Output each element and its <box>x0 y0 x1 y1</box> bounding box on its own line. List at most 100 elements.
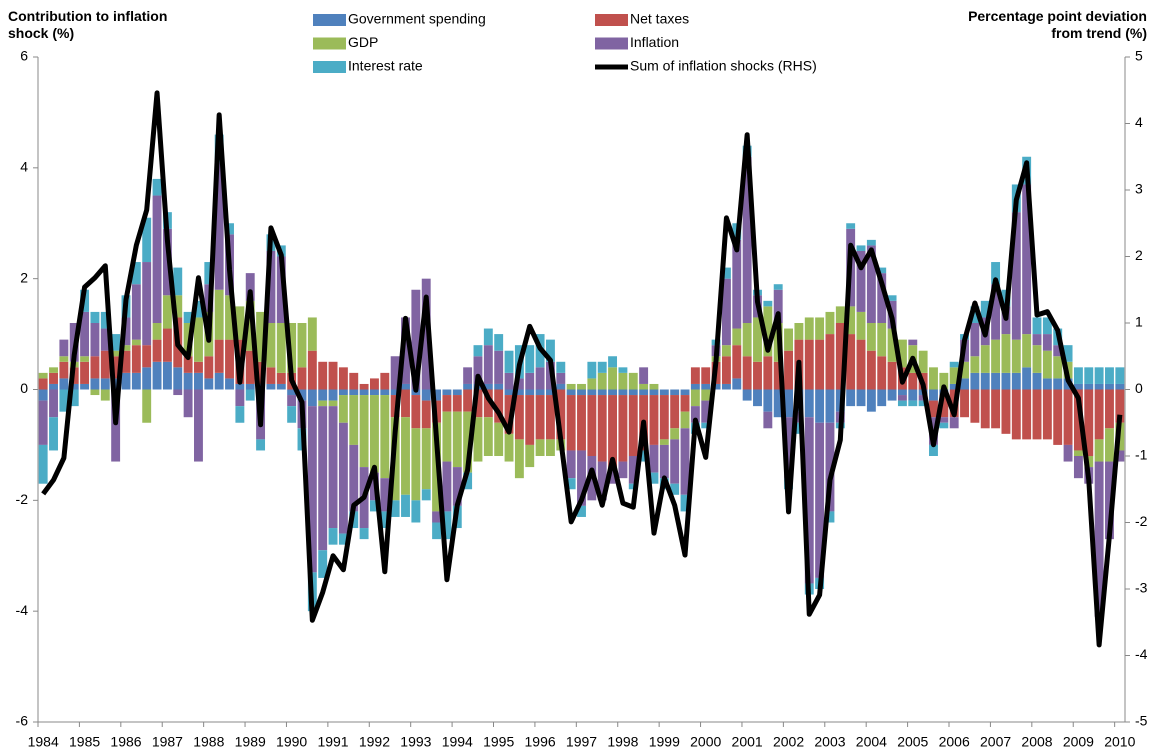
bar <box>763 300 773 307</box>
bar <box>49 383 58 390</box>
bar <box>401 417 410 495</box>
bar <box>194 317 203 362</box>
bar <box>204 378 214 390</box>
bar <box>877 267 887 274</box>
bar <box>401 494 410 517</box>
bar <box>1053 345 1063 357</box>
bar <box>1032 345 1042 373</box>
bar <box>494 422 504 456</box>
bar <box>256 361 266 384</box>
y2-tick-label: 1 <box>1135 314 1143 330</box>
bar <box>121 372 131 390</box>
bar <box>100 350 110 379</box>
legend-swatch <box>595 37 628 50</box>
bar <box>432 511 442 523</box>
bar <box>225 378 234 390</box>
bar <box>59 356 69 362</box>
bar <box>338 422 348 534</box>
bar <box>452 395 462 412</box>
bar <box>659 395 669 440</box>
bar <box>846 334 856 390</box>
bar <box>380 478 390 512</box>
bar <box>380 372 390 390</box>
bar <box>949 367 959 384</box>
bar <box>173 389 183 396</box>
bar <box>742 323 752 357</box>
bar <box>59 389 69 412</box>
bar <box>359 389 369 396</box>
bar <box>670 483 680 495</box>
x-tick-label: 2008 <box>1021 734 1052 750</box>
bar <box>1042 317 1052 335</box>
bar <box>359 395 369 468</box>
x-tick-label: 2001 <box>732 734 763 750</box>
bar <box>970 372 980 390</box>
x-tick-label: 2007 <box>980 734 1011 750</box>
bar <box>183 356 193 373</box>
bar <box>173 267 183 296</box>
legend-label: Government spending <box>348 11 486 27</box>
bar <box>162 361 172 390</box>
bar <box>463 472 473 490</box>
x-tick-label: 1993 <box>400 734 431 750</box>
bar <box>194 361 203 373</box>
bar <box>1073 383 1083 390</box>
bar <box>918 350 928 373</box>
bar <box>649 383 659 390</box>
bar <box>991 262 1001 285</box>
bar <box>494 334 504 351</box>
bar <box>1042 334 1052 351</box>
bar <box>535 367 545 390</box>
bar <box>939 372 949 390</box>
x-tick-label: 2006 <box>939 734 970 750</box>
bar <box>349 444 359 512</box>
bar <box>1094 389 1104 440</box>
bar <box>970 389 980 423</box>
bar <box>318 550 328 578</box>
bar <box>411 428 421 501</box>
x-tick-label: 2009 <box>1063 734 1094 750</box>
y-tick-label: 0 <box>20 380 28 396</box>
bar <box>960 389 969 418</box>
bar <box>763 306 773 357</box>
bar <box>628 456 638 484</box>
bar <box>815 339 825 390</box>
bar <box>256 439 266 451</box>
bar <box>618 389 628 396</box>
bar <box>80 383 90 390</box>
bar <box>225 223 234 235</box>
bar <box>991 389 1001 429</box>
bar <box>794 422 804 434</box>
bar <box>525 345 535 373</box>
bar <box>525 372 535 390</box>
bar <box>877 356 887 390</box>
x-tick-label: 1994 <box>442 734 473 750</box>
bar <box>835 306 845 323</box>
bar <box>1073 389 1083 451</box>
bar <box>773 389 783 418</box>
bar <box>1022 334 1032 368</box>
bar <box>597 361 607 373</box>
bar <box>131 345 141 373</box>
bar <box>1011 372 1021 390</box>
y2-tick-label: -5 <box>1135 713 1148 729</box>
bar <box>307 406 317 573</box>
bar <box>380 395 390 479</box>
bar <box>545 439 555 456</box>
bar <box>411 395 421 429</box>
bar <box>1063 444 1073 462</box>
legend-label: GDP <box>348 34 378 50</box>
bar <box>121 350 131 373</box>
bar <box>463 411 473 473</box>
x-tick-label: 1988 <box>193 734 224 750</box>
bar <box>701 389 711 401</box>
bar <box>266 323 276 368</box>
bar <box>483 389 493 418</box>
bar <box>1053 356 1063 379</box>
bar <box>897 339 907 368</box>
bar <box>276 372 286 384</box>
bar <box>608 395 618 468</box>
bar <box>514 395 524 440</box>
x-tick-label: 2002 <box>773 734 804 750</box>
